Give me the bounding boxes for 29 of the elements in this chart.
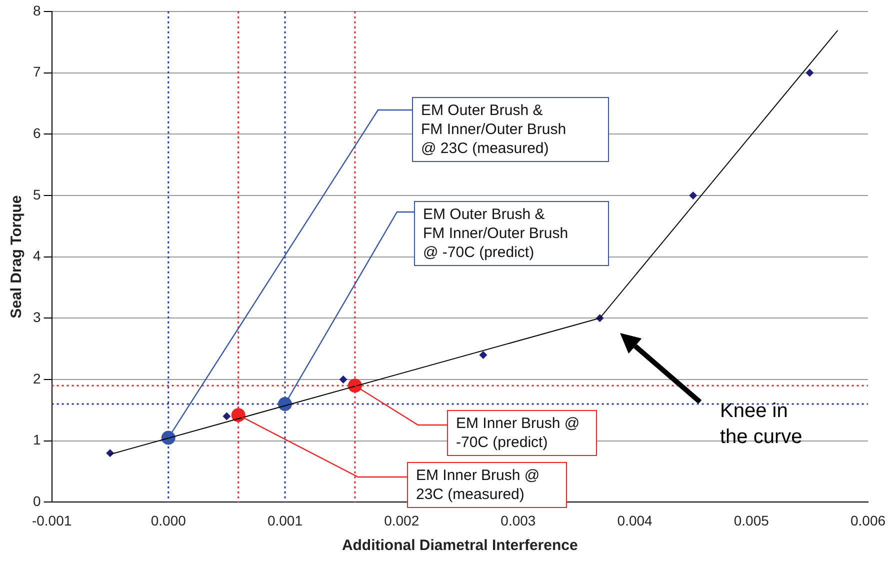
callout: EM Outer Brush & FM Inner/Outer Brush @ -70C (predict) [414, 201, 609, 266]
callout: EM Inner Brush @ -70C (predict) [447, 410, 597, 456]
y-tick-label: 1 [32, 432, 41, 448]
x-tick-label: 0.005 [734, 512, 770, 528]
annotation: Knee in the curve [720, 399, 802, 450]
y-tick-label: 7 [32, 64, 41, 80]
y-tick-label: 8 [32, 2, 41, 18]
x-tick-label: 0.006 [850, 512, 886, 528]
y-tick-label: 0 [32, 493, 41, 510]
x-tick-label: 0.004 [617, 512, 653, 528]
point [806, 68, 814, 77]
point [339, 376, 348, 384]
x-tick-label: 0.000 [150, 512, 186, 528]
point [479, 350, 488, 359]
y-tick-label: 4 [32, 248, 41, 264]
x-tick-label: 0.001 [267, 512, 303, 528]
point [689, 191, 698, 200]
y-tick-label: 2 [32, 370, 41, 386]
callout: EM Outer Brush & FM Inner/Outer Brush @ 23C (measured) [412, 97, 609, 162]
y-tick-label: 3 [32, 309, 41, 326]
point [222, 412, 231, 420]
y-axis-title: Seal Drag Torque [8, 195, 26, 318]
callout: EM Inner Brush @ 23C (measured) [407, 462, 567, 508]
x-tick-label: 0.002 [384, 512, 420, 528]
y-tick-label: 6 [32, 124, 41, 141]
x-tick-label: 0.003 [500, 512, 536, 528]
x-tick-label: -0.001 [32, 512, 72, 528]
x-axis-title: Additional Diametral Interference [342, 537, 578, 554]
y-tick-label: 5 [32, 186, 41, 202]
